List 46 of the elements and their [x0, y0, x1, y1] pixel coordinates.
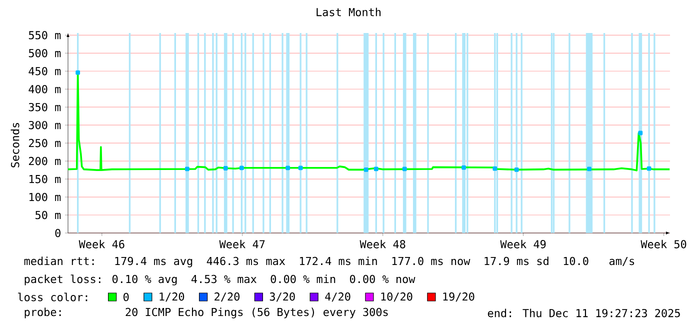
y-tick-label: 100 m: [29, 192, 61, 202]
point: [462, 165, 466, 170]
x-tick-label: Week 49: [500, 240, 546, 248]
y-tick-label: 550 m: [28, 31, 61, 40]
legend-label: 19/20: [443, 292, 474, 302]
point: [184, 166, 190, 172]
point: [374, 166, 378, 172]
point: [364, 167, 368, 172]
point: [587, 166, 592, 172]
point: [646, 166, 652, 171]
point: [76, 70, 80, 75]
y-tick-label: 200 m: [28, 156, 61, 166]
legend-label: 1/20: [160, 292, 184, 302]
legend-label: 0: [124, 292, 129, 302]
y-tick-label: 150 m: [29, 174, 61, 184]
text: median rtt: 179.4 ms avg 446.3 ms max 172.4 ms min 177.0 ms now 17.9 ms sd 10.0 am/s: [24, 256, 634, 268]
legend-label: 3/20: [270, 292, 295, 302]
text: probe: 20 ICMP Echo Pings (56 Bytes) every 300s: [24, 308, 388, 318]
x-tick-label: Week 48: [360, 240, 406, 248]
y-tick-label: 500 m: [28, 49, 61, 58]
y-tick-label: 300 m: [28, 120, 61, 130]
legend-title: loss color:: [18, 292, 88, 302]
point: [402, 166, 407, 172]
y-tick-label: 450 m: [28, 66, 61, 76]
legend-label: 10/20: [381, 292, 412, 302]
y-tick-label: 400 m: [28, 84, 61, 94]
x-tick-label: Week 50: [640, 240, 686, 248]
y-axis-title: Seconds: [10, 122, 20, 168]
text: packet loss: 0.10 % avg 4.53 % max 0.00 % min 0.00 % now: [24, 274, 416, 286]
y-tick-label: 50 m: [36, 210, 61, 220]
point: [223, 166, 228, 170]
x-tick-label: Week 46: [78, 240, 124, 248]
point: [638, 130, 643, 136]
text: end: Thu Dec 11 19:27:23 2025: [488, 308, 680, 318]
y-tick-label: 0: [55, 228, 60, 238]
point: [492, 166, 498, 171]
point: [298, 166, 303, 170]
point: [239, 166, 244, 170]
x-tick-label: Week 47: [219, 240, 265, 248]
y-tick-label: 250 m: [28, 138, 61, 148]
point: [514, 167, 519, 172]
chart-title: Last Month: [316, 8, 381, 16]
y-tick-label: 350 m: [28, 102, 61, 112]
legend-label: 4/20: [325, 292, 350, 302]
legend-label: 2/20: [214, 292, 240, 302]
point: [286, 166, 290, 170]
